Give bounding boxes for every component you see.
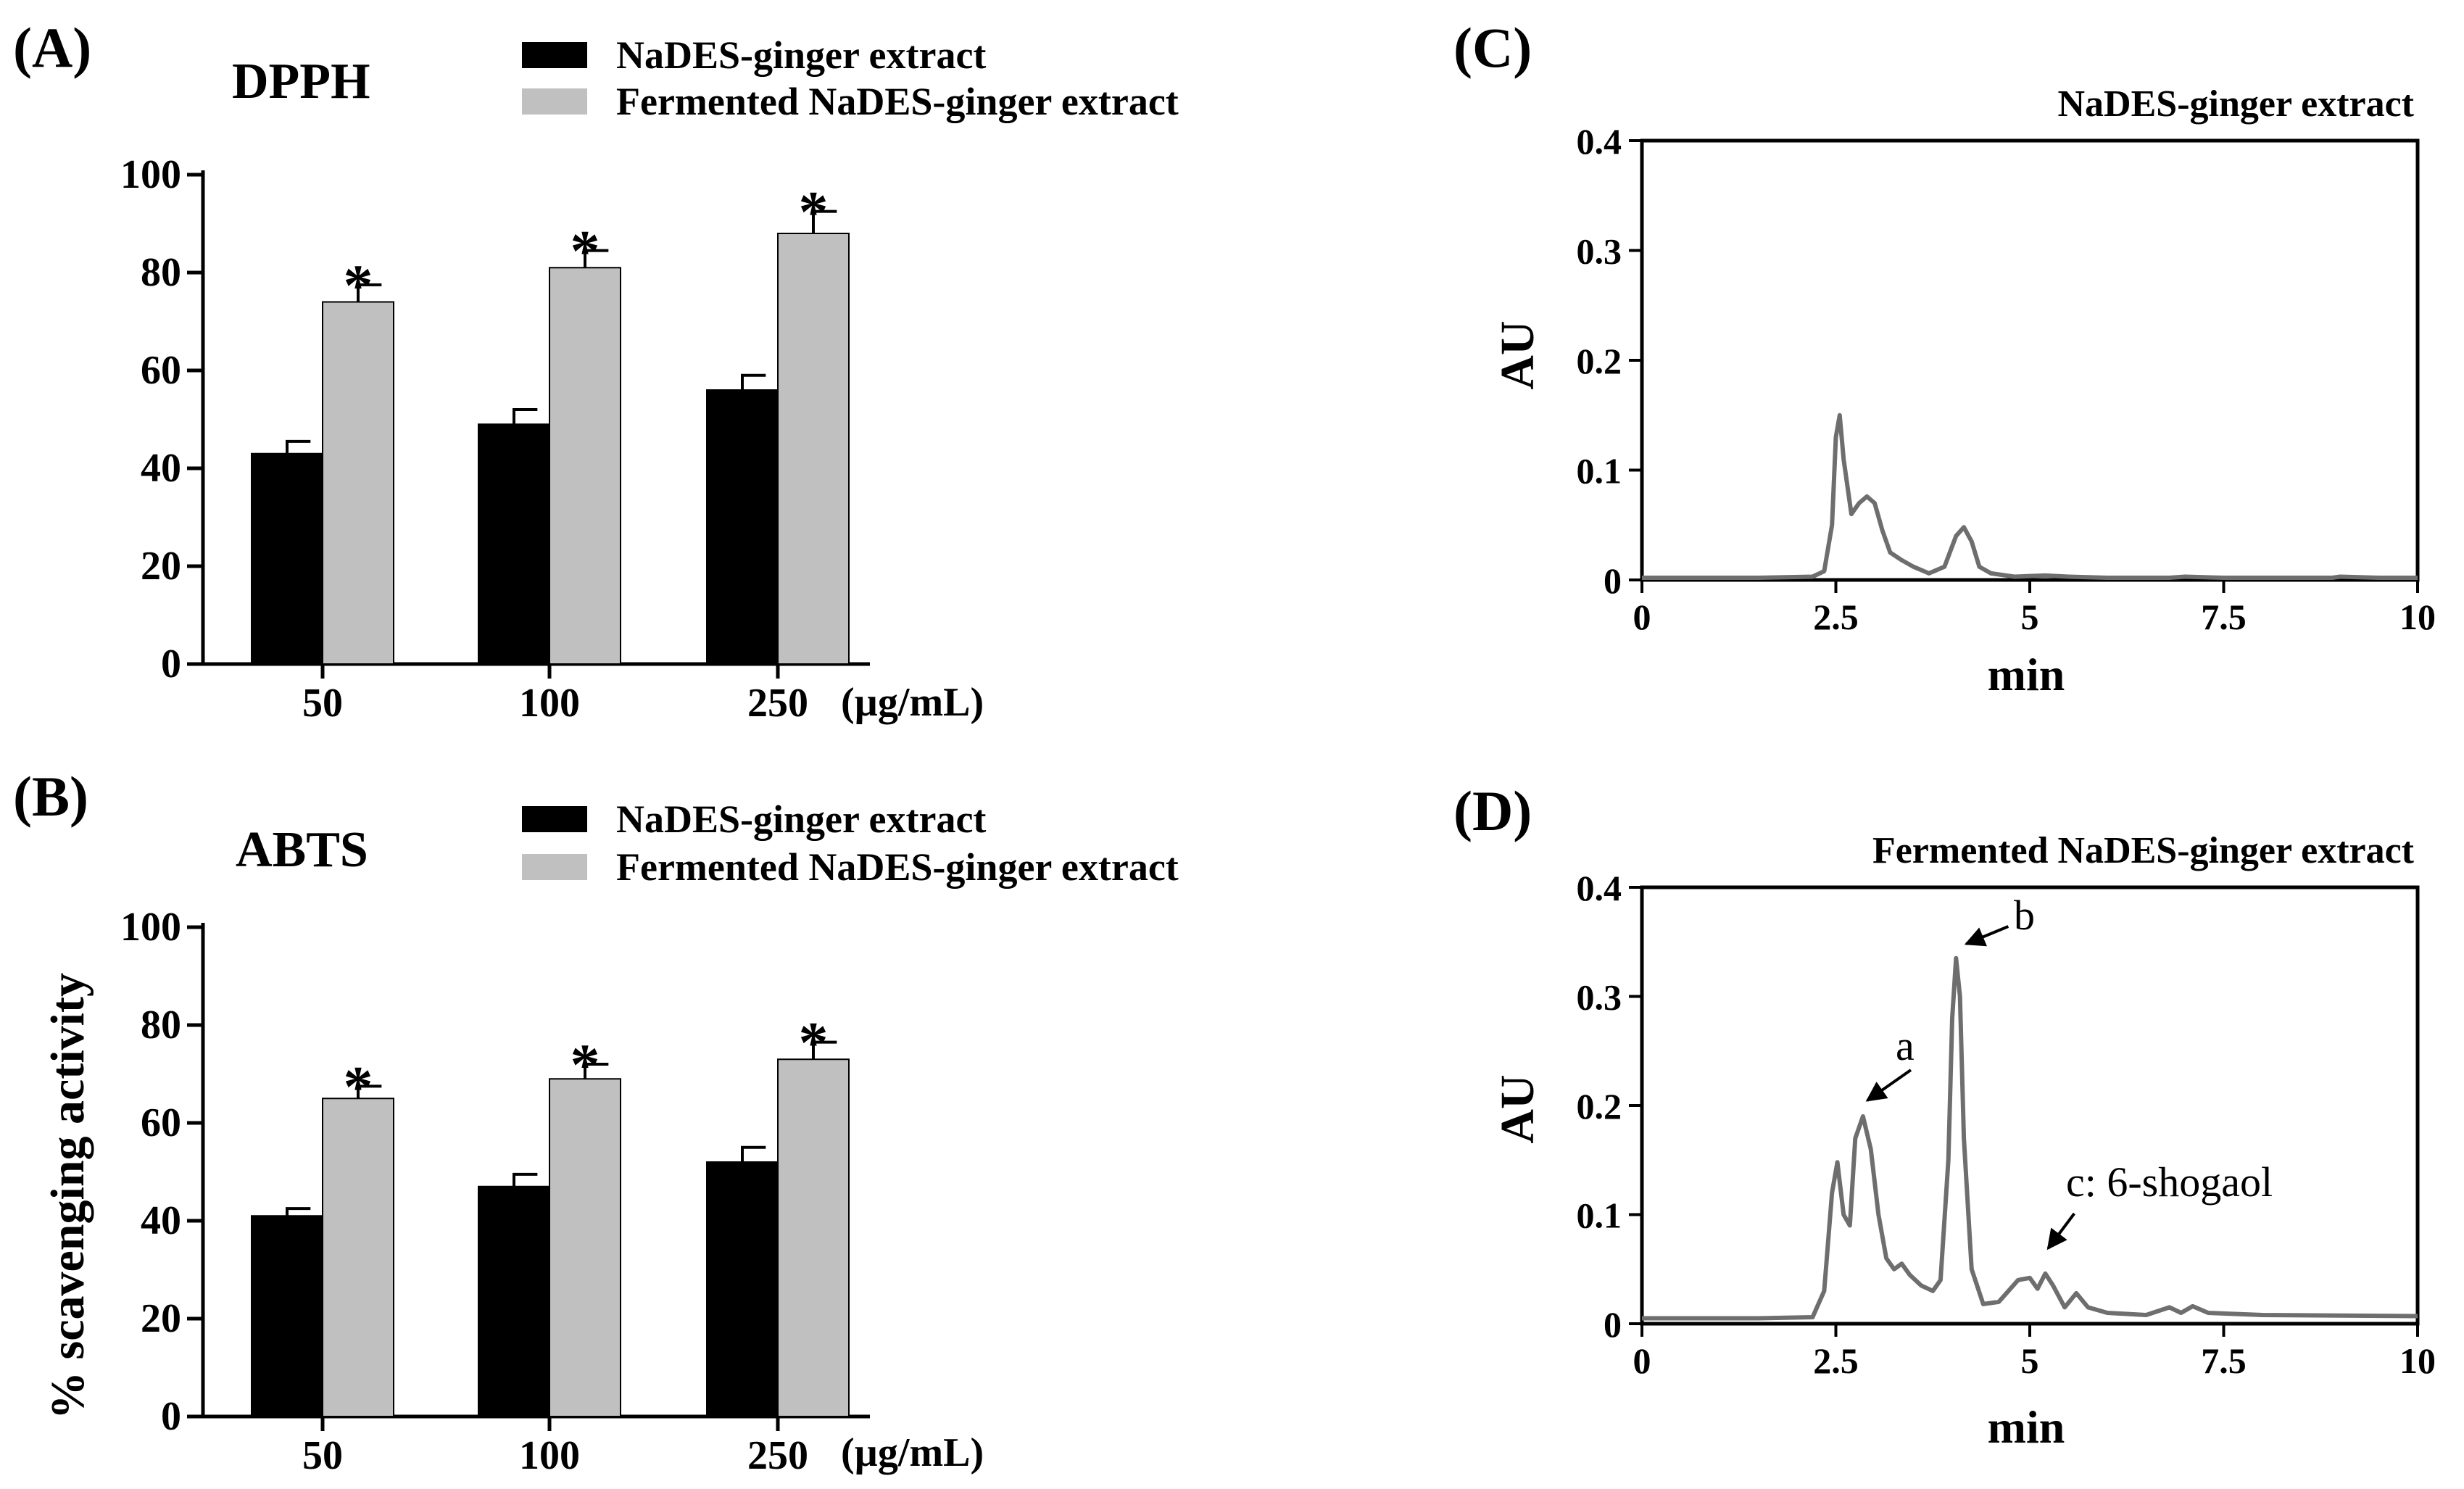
- x-tick-label: 2.5: [1813, 597, 1859, 637]
- x-axis-label: min: [1988, 1401, 2065, 1453]
- bar: [322, 1098, 394, 1417]
- x-tick-label: 100: [519, 681, 580, 726]
- panel-d: (D) Fermented NaDES-ginger extract AU mi…: [1453, 779, 2436, 1453]
- legend-swatch-fermented: [522, 854, 587, 880]
- y-axis-label: % scavenging activity: [41, 973, 94, 1419]
- legend-swatch-fermented: [522, 88, 587, 115]
- chart-title-c: NaDES-ginger extract: [2058, 83, 2415, 125]
- significance-marker: *: [799, 1010, 829, 1076]
- bar: [251, 452, 323, 665]
- y-tick-label: 0.3: [1577, 231, 1622, 272]
- chart-title-d: Fermented NaDES-ginger extract: [1872, 830, 2415, 871]
- y-tick-label: 60: [141, 348, 181, 393]
- x-tick-label: 2.5: [1813, 1340, 1859, 1381]
- y-tick-label: 0.4: [1577, 868, 1622, 908]
- bar: [478, 423, 550, 665]
- significance-marker: *: [344, 1053, 373, 1119]
- annotation-arrow: [1865, 1069, 1912, 1102]
- plot-frame: [1640, 138, 2420, 582]
- x-tick-label: 7.5: [2201, 1340, 2247, 1381]
- bar: [478, 1185, 550, 1417]
- legend-label-fermented: Fermented NaDES-ginger extract: [616, 80, 1179, 123]
- x-tick-label: 10: [2399, 597, 2436, 637]
- x-unit-label: (µg/mL): [841, 1430, 984, 1475]
- y-tick-label: 0.3: [1577, 977, 1622, 1018]
- x-tick-label: 100: [519, 1433, 580, 1478]
- y-tick-label: 0: [1604, 1304, 1622, 1345]
- panel-label-c: (C): [1453, 16, 1532, 79]
- significance-marker: *: [799, 179, 829, 245]
- x-tick-label: 250: [747, 1433, 808, 1478]
- y-tick-label: 0: [161, 642, 181, 687]
- x-tick-label: 7.5: [2201, 597, 2247, 637]
- y-tick-label: 0: [1604, 560, 1622, 601]
- significance-marker: *: [344, 252, 373, 318]
- plot-frame: [1640, 885, 2420, 1326]
- y-tick-label: 60: [141, 1100, 181, 1145]
- legend-swatch-nades: [522, 806, 587, 832]
- legend-swatch-nades: [522, 42, 587, 68]
- y-tick-label: 40: [141, 446, 181, 491]
- x-tick-label: 5: [2021, 597, 2039, 637]
- bar: [549, 1078, 621, 1417]
- panel-label-b: (B): [13, 765, 88, 828]
- y-axis-label: AU: [1491, 320, 1544, 389]
- y-tick-label: 0: [161, 1394, 181, 1439]
- legend-label-fermented: Fermented NaDES-ginger extract: [616, 845, 1179, 889]
- x-tick-label: 50: [302, 1433, 343, 1478]
- bar: [706, 389, 779, 665]
- y-tick-label: 0.2: [1577, 341, 1622, 381]
- y-tick-label: 0.1: [1577, 1195, 1622, 1236]
- x-tick-label: 0: [1633, 597, 1651, 637]
- y-tick-label: 0.1: [1577, 451, 1622, 492]
- x-tick-label: 0: [1633, 1340, 1651, 1381]
- significance-marker: *: [571, 218, 600, 284]
- x-tick-label: 10: [2399, 1340, 2436, 1381]
- legend-label-nades: NaDES-ginger extract: [616, 33, 986, 77]
- x-tick-label: 250: [747, 681, 808, 726]
- y-tick-label: 40: [141, 1198, 181, 1243]
- chart-title-dpph: DPPH: [232, 54, 370, 109]
- bar: [251, 1215, 323, 1417]
- y-tick-label: 20: [141, 544, 181, 589]
- bar-plot-area: 0 20 40 60 80 100 * 50 * 100 * 250: [120, 152, 870, 726]
- panel-a: (A) DPPH NaDES-ginger extract Fermented …: [13, 16, 1179, 726]
- y-axis-label: AU: [1491, 1074, 1544, 1143]
- chromatogram-plot-area: 0 0.1 0.2 0.3 0.4 0 2.5 5 7.5 10 a b c: 6-shogaol: [1577, 868, 2436, 1381]
- annotation-arrow: [1964, 925, 2009, 947]
- peak-annotation-label: c: 6-shogaol: [2066, 1158, 2273, 1206]
- bar: [706, 1161, 779, 1417]
- bar: [549, 267, 621, 665]
- x-tick-label: 5: [2021, 1340, 2039, 1381]
- chromatogram-plot-area: 0 0.1 0.2 0.3 0.4 0 2.5 5 7.5 10: [1577, 121, 2436, 637]
- chromatogram-trace: [1642, 955, 2418, 1321]
- legend-label-nades: NaDES-ginger extract: [616, 797, 986, 841]
- panel-label-a: (A): [13, 16, 91, 79]
- bar: [777, 1058, 850, 1417]
- chromatogram-trace: [1642, 412, 2418, 580]
- panel-c: (C) NaDES-ginger extract AU min 00.10.20…: [1453, 16, 2436, 700]
- y-tick-label: 100: [120, 905, 181, 950]
- panel-label-d: (D): [1453, 779, 1532, 842]
- annotation-arrow: [2046, 1212, 2075, 1250]
- panel-b: (B) ABTS NaDES-ginger extract Fermented …: [13, 765, 1179, 1478]
- x-tick-label: 50: [302, 681, 343, 726]
- x-unit-label: (µg/mL): [841, 680, 984, 725]
- y-tick-label: 20: [141, 1296, 181, 1341]
- y-tick-label: 80: [141, 250, 181, 295]
- bar-plot-area: 0 20 40 60 80 100 * 50 * 100 * 250: [120, 905, 870, 1478]
- bar: [777, 233, 850, 665]
- y-tick-label: 0.4: [1577, 121, 1622, 162]
- significance-marker: *: [571, 1032, 600, 1098]
- y-tick-label: 0.2: [1577, 1086, 1622, 1127]
- y-tick-label: 100: [120, 152, 181, 197]
- y-tick-label: 80: [141, 1003, 181, 1048]
- peak-annotation-label: b: [2014, 892, 2035, 939]
- x-axis-label: min: [1988, 649, 2065, 700]
- chart-title-abts: ABTS: [236, 822, 368, 878]
- peak-annotation-label: a: [1896, 1022, 1915, 1069]
- bar: [322, 301, 394, 665]
